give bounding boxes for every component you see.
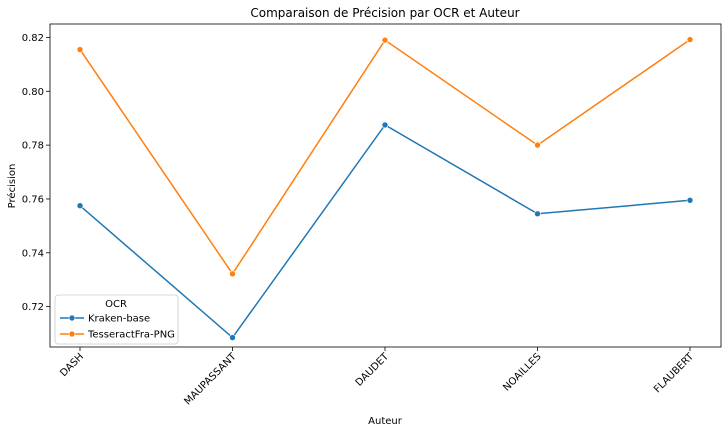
legend: OCR Kraken-base TesseractFra-PNG [54,294,179,345]
series-layer [76,36,694,341]
y-tick-label: 0.72 [22,302,44,313]
data-point [534,210,541,218]
data-point [381,121,389,129]
x-tick-label: NOAILLES [501,351,543,393]
y-axis-label: Précision [6,164,18,209]
data-point [76,202,84,209]
y-tick-label: 0.78 [22,141,44,152]
series-line [79,38,691,276]
legend-entry: TesseractFra-PNG [60,330,175,341]
chart-title: Comparaison de Précision par OCR et Aute… [250,6,519,20]
y-tick-label: 0.80 [22,87,44,98]
plot-area [49,23,722,348]
data-point [229,334,236,341]
series-tesseractfra-png [76,36,694,278]
y-axis: 0.72 0.74 0.76 0.78 0.80 0.82 [22,33,50,313]
x-tick-label: DAUDET [354,351,392,389]
legend-marker [68,314,76,322]
y-tick-label: 0.74 [22,248,44,259]
series-kraken-base [76,121,694,341]
x-tick-label: DASH [58,351,86,379]
data-point [76,46,84,53]
x-tick-label: FLAUBERT [652,351,697,396]
data-point [229,270,236,278]
legend-label: Kraken-base [88,314,150,325]
data-point [686,36,694,43]
data-point [381,36,389,44]
legend-entry: Kraken-base [60,314,150,325]
x-axis: DASH MAUPASSANT DAUDET NOAILLES FLAUBERT [58,347,697,408]
y-tick-label: 0.82 [22,33,44,44]
legend-title: OCR [105,299,127,310]
y-tick-label: 0.76 [22,194,44,205]
data-point [534,141,541,149]
x-axis-label: Auteur [368,416,403,427]
data-point [686,197,694,204]
legend-marker [68,330,76,338]
x-tick-label: MAUPASSANT [183,351,240,408]
legend-label: TesseractFra-PNG [87,330,175,341]
legend-box [54,294,179,345]
